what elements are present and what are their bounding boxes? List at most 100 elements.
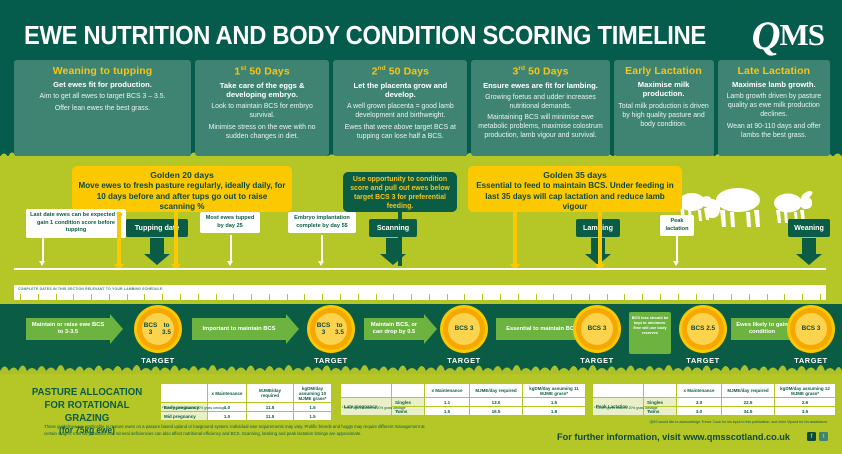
timeline-label-peak-lactation: Peak lactation [660, 215, 694, 237]
callout-body: Move ewes to fresh pasture regularly, id… [78, 181, 286, 212]
callout-title: Golden 20 days [150, 170, 214, 180]
axis-tick-label: 50 [306, 3, 314, 10]
stage-point: Maintaining BCS will minimise ewe metabo… [478, 114, 603, 140]
stage-point: Look to maintain BCS for embryo survival… [211, 103, 313, 120]
axis-tick-label: -20 [88, 3, 98, 10]
table-header-row: x Maintenance MJME/day required kgDM/day… [340, 383, 586, 398]
schedule-tick [624, 294, 626, 300]
stage-card-third-50-days: 3rd 50 Days Ensure ewes are fit for lamb… [471, 60, 610, 156]
bcs-coin-value: BCS 3 to 3.5 [315, 313, 347, 345]
stage-point: Ewes that were above target BCS at tuppi… [344, 123, 456, 140]
website-link[interactable]: www.qmsscotland.co.uk [683, 432, 790, 442]
axis-tick-label: 30 [244, 3, 252, 10]
bcs-arrow-label: Essential to maintain BCS [496, 318, 588, 340]
bcs-coin: BCS 3 to 3.5 [137, 308, 179, 350]
schedule-tick [340, 294, 341, 300]
stage-title: 2nd 50 Days [371, 65, 430, 78]
schedule-tick [91, 294, 93, 300]
stage-title: Early Lactation [625, 65, 702, 77]
acknowledgement-text: QMS would like to acknowledge Trevor Coo… [649, 420, 828, 424]
timeline-label-scanning: Scanning [369, 219, 417, 237]
callout-body: Essential to feed to maintain BCS. Under… [476, 181, 674, 212]
table-header-row: x Maintenance MJME/day required kgDM/day… [160, 383, 332, 403]
schedule-tick [233, 294, 235, 300]
further-info-label: For further information, visit [557, 432, 684, 442]
table-row: Mid pregnancy 1.0 11.5 1.5 [160, 411, 332, 421]
grass-tufts [0, 358, 842, 375]
stage-point: Aim to get all ewes to target BCS 3 – 3.… [39, 93, 166, 101]
bcs-arrow-label: Ewes likely to gain condition [731, 318, 793, 340]
table-peak-lactation: x Maintenance MJME/day required kgDM/day… [592, 383, 836, 416]
axis-tick-label: -10 [119, 3, 129, 10]
bcs-coin-value: BCS 2.5 [687, 313, 719, 345]
stage-card-weaning-to-tupping: Weaning to tupping Get ewes fit for prod… [14, 60, 191, 156]
schedule-tick [535, 294, 537, 300]
pasture-title-line3: (for 75kg ewe) [59, 425, 115, 436]
qms-logo: QMS [752, 16, 825, 56]
table-row: Twins 3.0 34.5 3.5 [593, 406, 836, 416]
facebook-icon[interactable]: f [807, 432, 816, 441]
bcs-coin: BCS 3 [443, 308, 485, 350]
schedule-tick [55, 294, 57, 300]
callout-connector [398, 212, 402, 266]
timeline-axis [14, 268, 826, 270]
schedule-tick [820, 294, 821, 300]
axis-tick-label: 120 [521, 3, 533, 10]
axis-tick-label: -40 [26, 3, 36, 10]
schedule-tick [571, 294, 573, 300]
schedule-tick [748, 294, 750, 300]
timeline-label-tupping-date: Tupping date [126, 219, 188, 237]
golden-connector-arrow [113, 212, 124, 271]
stage-title: 3rd 50 Days [512, 65, 569, 78]
schedule-tick [268, 294, 270, 300]
stage-point: Wean at 90-110 days and offer lambs the … [726, 122, 821, 139]
timeline-arrow-thin [40, 233, 45, 266]
schedule-tick [677, 294, 679, 300]
axis-tick-label: 20 [213, 3, 221, 10]
schedule-tick [37, 294, 39, 300]
schedule-tick [482, 294, 484, 300]
stage-point: Growing foetus and udder increases nutri… [485, 93, 596, 110]
timeline-arrow-thin [228, 235, 233, 266]
bcs-arrow-label: Maintain or raise ewe BCS to 3-3.5 [26, 318, 110, 340]
stage-point: Offer lean ewes the best grass. [54, 104, 151, 112]
timeline-label-last-date: Last date ewes can be expected to gain 1… [26, 209, 126, 238]
bcs-target-label: TARGET [141, 356, 175, 365]
schedule-tick [642, 294, 644, 300]
callout-title: Golden 35 days [543, 170, 607, 180]
schedule-tick [73, 294, 75, 300]
schedule-tick [464, 294, 466, 300]
callout-golden-20-days: Golden 20 days Move ewes to fresh pastur… [72, 166, 292, 212]
timeline-label-embryo-implantation: Embryo implantation complete by day 55 [288, 212, 356, 234]
pasture-title-line2: FOR ROTATIONAL GRAZING [44, 399, 130, 425]
timeline-label-weaning: Weaning [788, 219, 830, 237]
schedule-tick [108, 294, 110, 300]
schedule-tick [375, 294, 377, 300]
schedule-tick [731, 294, 733, 300]
bcs-arrow-head [286, 314, 299, 344]
stage-title: Weaning to tupping [52, 65, 153, 77]
schedule-tick [197, 294, 199, 300]
stage-cards: Weaning to tupping Get ewes fit for prod… [14, 60, 831, 156]
schedule-tick [446, 294, 448, 300]
bcs-arrow-label: Important to maintain BCS [192, 318, 286, 340]
schedule-tick [286, 294, 288, 300]
callout-golden-35-days: Golden 35 days Essential to feed to main… [468, 166, 682, 212]
schedule-tick [588, 294, 590, 300]
table-group-label: Late pregnancy [340, 397, 392, 416]
schedule-tick [411, 294, 413, 300]
axis-tick-label: 10 [182, 3, 190, 10]
pasture-title-line1: PASTURE ALLOCATION [31, 386, 143, 398]
schedule-tick [304, 294, 306, 300]
axis-tick-label: 130 [552, 3, 564, 10]
stage-lead: Maximise milk production. [637, 80, 690, 99]
schedule-tick [428, 294, 430, 300]
axis-tick-label: 0 Days [144, 3, 166, 10]
schedule-tick [695, 294, 697, 300]
schedule-tick [500, 294, 501, 300]
twitter-icon[interactable]: t [819, 432, 828, 441]
schedule-tick [20, 294, 21, 300]
sheep-silhouette-icon [679, 188, 813, 227]
stage-title: Late Lactation [737, 65, 811, 77]
